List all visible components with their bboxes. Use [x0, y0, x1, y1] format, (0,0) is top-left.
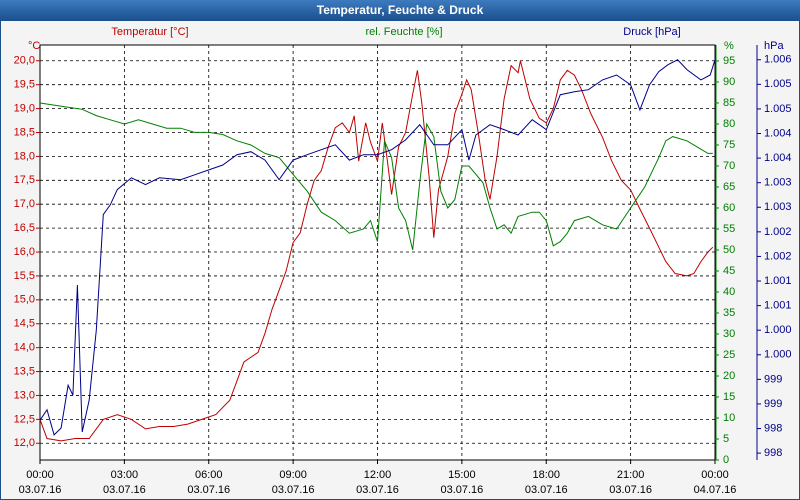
x-tick-date: 03.07.16 — [19, 484, 62, 496]
y3-tick-label: 998 — [764, 422, 782, 434]
y2-tick-label: 0 — [723, 454, 729, 466]
x-tick-label: 09:00 — [279, 469, 307, 481]
y2-tick-label: 85 — [723, 97, 735, 109]
y-tick-label: 16,0 — [14, 246, 35, 258]
y3-tick-label: 1.001 — [764, 275, 792, 287]
y3-axis-label: hPa — [764, 40, 784, 52]
x-tick-label: 12:00 — [364, 469, 392, 481]
y-tick-label: 13,0 — [14, 389, 35, 401]
y2-tick-label: 60 — [723, 202, 735, 214]
x-tick-date: 03.07.16 — [609, 484, 652, 496]
y-tick-label: 17,5 — [14, 174, 35, 186]
legend-entry: Druck [hPa] — [623, 26, 680, 38]
x-tick-date: 03.07.16 — [440, 484, 483, 496]
x-tick-label: 00:00 — [26, 469, 54, 481]
y-axis-label: °C — [28, 40, 40, 52]
y-tick-label: 19,0 — [14, 102, 35, 114]
y3-tick-label: 1.002 — [764, 226, 792, 238]
y3-tick-label: 1.002 — [764, 250, 792, 262]
y3-tick-label: 1.003 — [764, 201, 792, 213]
x-tick-label: 18:00 — [532, 469, 560, 481]
x-tick-label: 21:00 — [617, 469, 645, 481]
y2-tick-label: 5 — [723, 433, 729, 445]
y-tick-label: 17,0 — [14, 198, 35, 210]
title-bar — [0, 0, 800, 21]
y-tick-label: 16,5 — [14, 222, 35, 234]
y3-tick-label: 1.000 — [764, 324, 792, 336]
y3-tick-label: 1.003 — [764, 177, 792, 189]
y3-tick-label: 999 — [764, 398, 782, 410]
plot-area — [39, 44, 716, 461]
series-line — [39, 102, 713, 251]
y-tick-label: 14,5 — [14, 318, 35, 330]
y3-tick-label: 1.001 — [764, 300, 792, 312]
y2-tick-label: 25 — [723, 349, 735, 361]
x-tick-label: 06:00 — [195, 469, 223, 481]
y2-tick-label: 45 — [723, 265, 735, 277]
x-tick-date: 03.07.16 — [187, 484, 230, 496]
y-tick-label: 13,5 — [14, 365, 35, 377]
y-tick-label: 15,5 — [14, 270, 35, 282]
y2-tick-label: 90 — [723, 76, 735, 88]
y2-tick-label: 75 — [723, 139, 735, 151]
x-tick-label: 03:00 — [111, 469, 139, 481]
y-tick-label: 20,0 — [14, 55, 35, 67]
y2-axis-label: % — [724, 40, 734, 52]
y3-tick-label: 1.006 — [764, 54, 792, 66]
y3-tick-label: 1.005 — [764, 103, 792, 115]
y3-tick-label: 1.000 — [764, 349, 792, 361]
x-tick-label: 00:00 — [701, 469, 729, 481]
y-tick-label: 12,0 — [14, 437, 35, 449]
series-line — [39, 59, 716, 436]
chart-title: Temperatur, Feuchte & Druck — [317, 3, 484, 17]
y-tick-label: 18,0 — [14, 150, 35, 162]
y2-tick-label: 95 — [723, 55, 735, 67]
y2-tick-label: 20 — [723, 370, 735, 382]
y2-tick-label: 35 — [723, 307, 735, 319]
x-tick-date: 03.07.16 — [272, 484, 315, 496]
y-tick-label: 19,5 — [14, 79, 35, 91]
x-tick-date: 03.07.16 — [356, 484, 399, 496]
series-line — [39, 60, 714, 442]
y2-tick-label: 65 — [723, 181, 735, 193]
y3-tick-label: 1.004 — [764, 127, 792, 139]
y-tick-label: 12,5 — [14, 413, 35, 425]
legend-entry: Temperatur [°C] — [111, 26, 188, 38]
y2-tick-label: 30 — [723, 328, 735, 340]
y3-tick-label: 1.004 — [764, 152, 792, 164]
x-tick-date: 03.07.16 — [525, 484, 568, 496]
x-tick-label: 15:00 — [448, 469, 476, 481]
y3-tick-label: 1.005 — [764, 78, 792, 90]
x-tick-date: 03.07.16 — [103, 484, 146, 496]
y-tick-label: 18,5 — [14, 126, 35, 138]
y3-tick-label: 998 — [764, 447, 782, 459]
y2-tick-label: 40 — [723, 286, 735, 298]
y-tick-label: 14,0 — [14, 342, 35, 354]
legend-entry: rel. Feuchte [%] — [365, 26, 442, 38]
y2-tick-label: 55 — [723, 223, 735, 235]
y2-tick-label: 70 — [723, 160, 735, 172]
y2-tick-label: 50 — [723, 244, 735, 256]
y2-tick-label: 10 — [723, 412, 735, 424]
y-tick-label: 15,0 — [14, 294, 35, 306]
x-tick-date: 04.07.16 — [694, 484, 737, 496]
y2-tick-label: 80 — [723, 118, 735, 130]
y3-tick-label: 999 — [764, 373, 782, 385]
y2-tick-label: 15 — [723, 391, 735, 403]
